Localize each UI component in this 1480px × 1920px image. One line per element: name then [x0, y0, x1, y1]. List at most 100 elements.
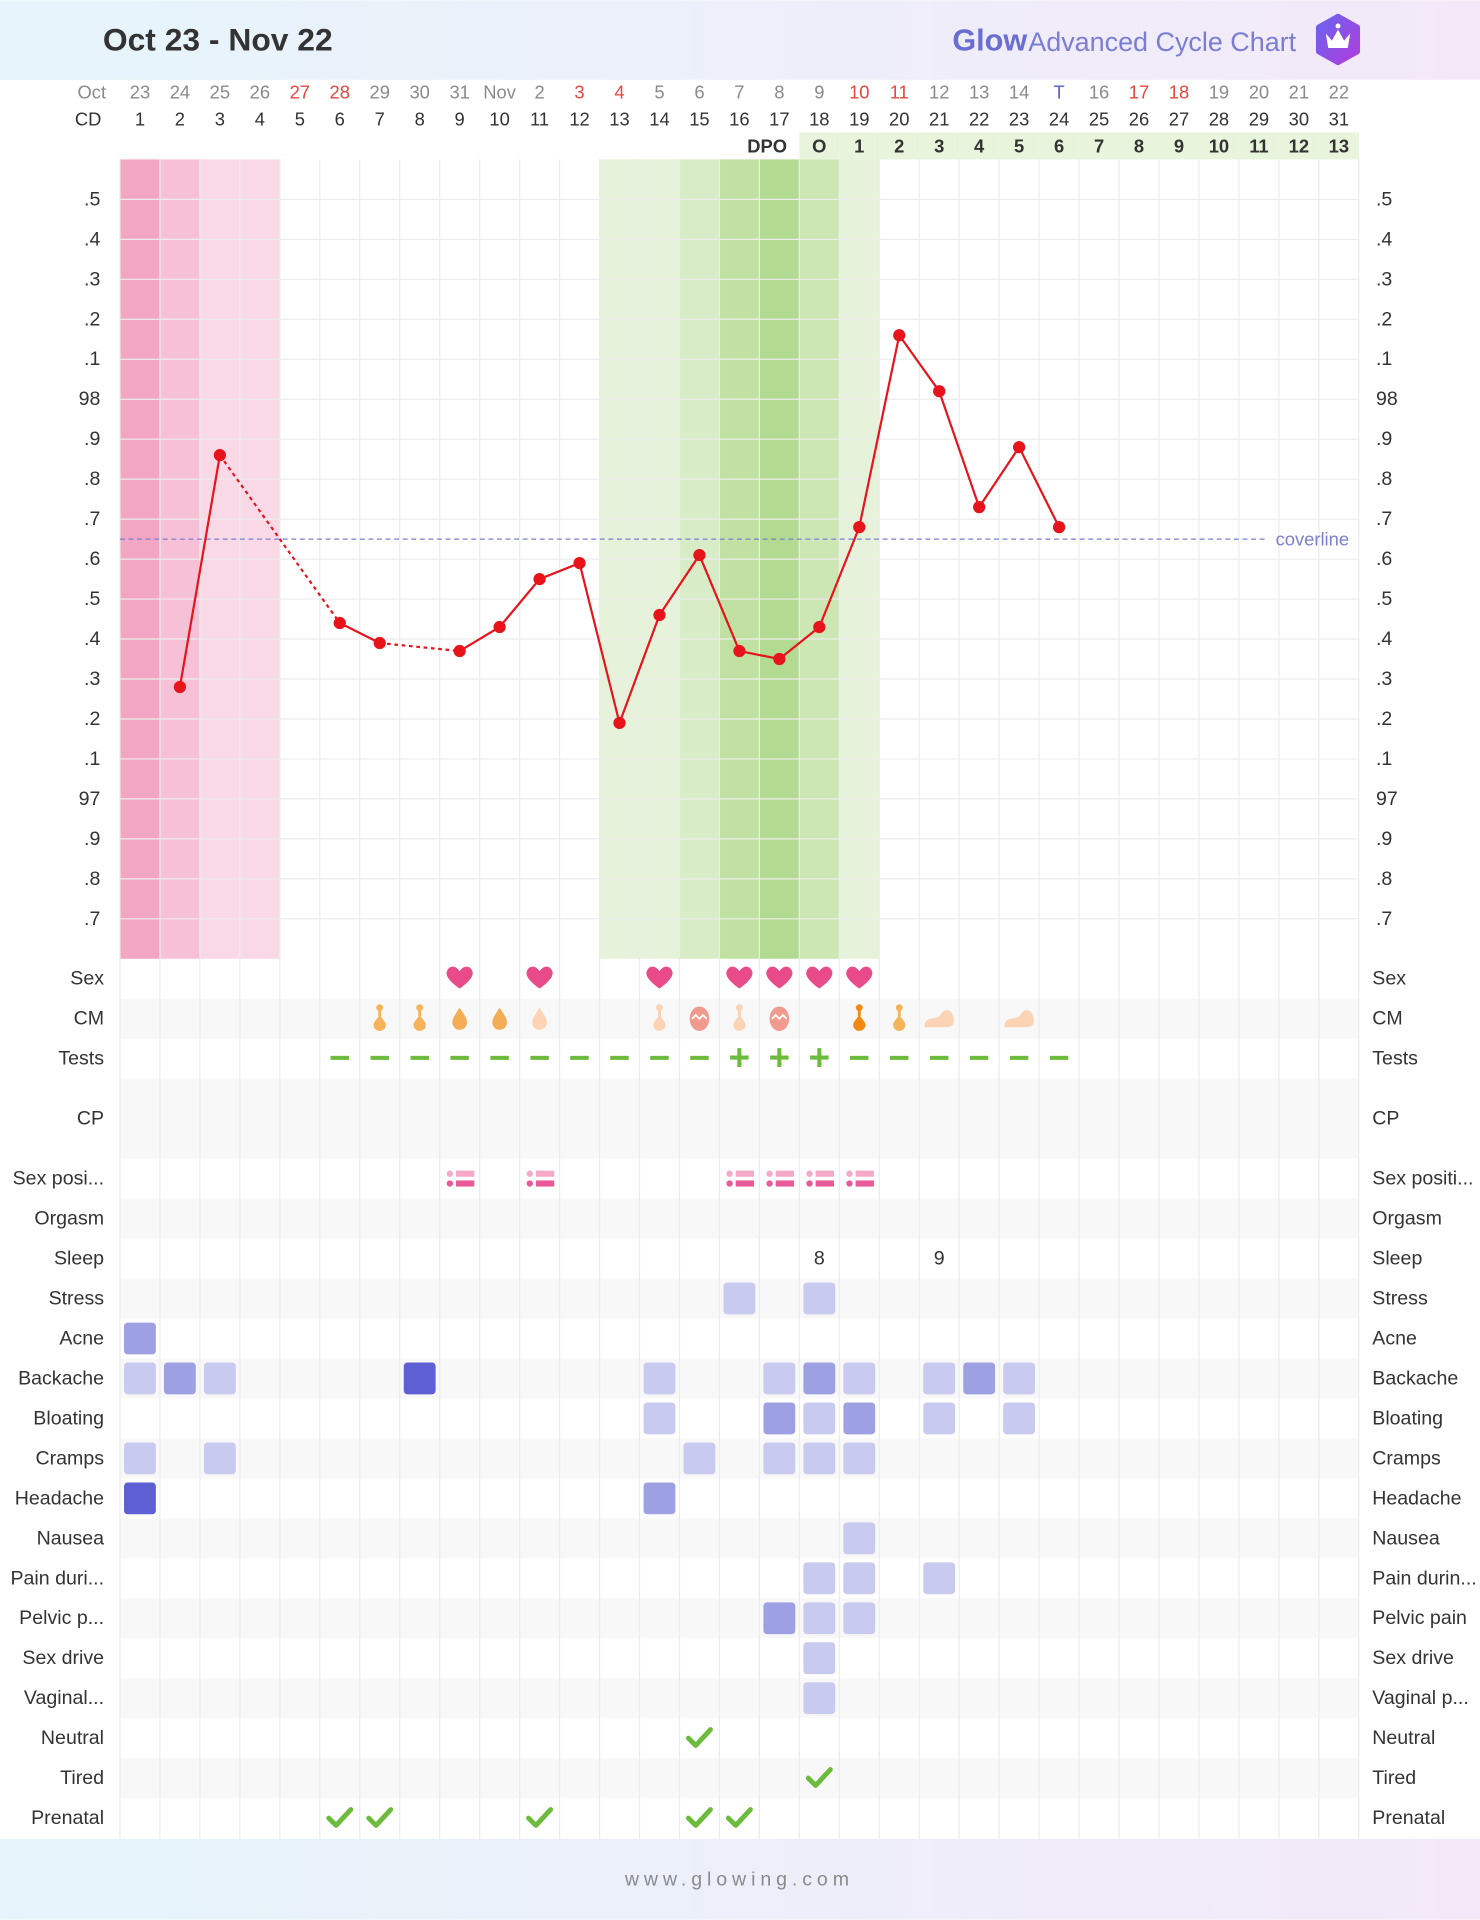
cycle-day: 23 — [1009, 109, 1029, 130]
check-icon — [725, 1807, 753, 1828]
date-label: 22 — [1329, 82, 1349, 103]
cm-drop — [492, 1007, 507, 1030]
dpo-value: 4 — [974, 135, 985, 156]
test-result: − — [1048, 1037, 1069, 1078]
dpo-cell — [1119, 132, 1159, 160]
temperature-point — [733, 644, 746, 658]
row-label: Pelvic p... — [19, 1607, 104, 1629]
dpo-cell — [879, 132, 920, 160]
dpo-cell — [1278, 132, 1319, 160]
row-stripe — [119, 1678, 1359, 1719]
cm-drop — [733, 1015, 746, 1031]
y-tick-label: 97 — [79, 788, 101, 810]
y-tick-label-right: .8 — [1376, 468, 1392, 490]
cm-icon — [413, 1004, 426, 1031]
cycle-day: 27 — [1169, 109, 1189, 130]
date-label: 18 — [1169, 82, 1189, 103]
cycle-day: 17 — [769, 109, 789, 130]
test-result: − — [489, 1037, 510, 1078]
date-label: 7 — [734, 82, 744, 103]
test-result: − — [1008, 1037, 1029, 1078]
test-result: + — [729, 1037, 750, 1078]
cm-stem — [857, 1008, 861, 1017]
temperature-point — [1052, 520, 1066, 534]
check — [366, 1807, 394, 1828]
y-tick-label-right: .6 — [1376, 548, 1392, 570]
row-label: Backache — [18, 1367, 104, 1389]
pos-dot — [806, 1170, 813, 1177]
y-tick-label: .1 — [84, 348, 100, 370]
temperature-point — [213, 449, 226, 462]
pos-dot — [446, 1180, 454, 1187]
dpo-value: 7 — [1094, 135, 1104, 156]
chart-title: Oct 23 - Nov 22 — [103, 21, 333, 57]
pos-dot — [726, 1180, 733, 1187]
cycle-day: 18 — [809, 109, 829, 130]
dpo-cell — [1238, 132, 1279, 160]
symptom-cell — [803, 1562, 836, 1595]
row-label: Sleep — [54, 1248, 104, 1270]
cm-stem — [657, 1008, 661, 1017]
row-label-right: Headache — [1372, 1487, 1461, 1509]
cm-stem — [897, 1008, 901, 1017]
pos-bar — [455, 1170, 475, 1177]
dpo-value: 10 — [1209, 135, 1229, 156]
dpo-label: DPO — [747, 135, 787, 156]
heart-icon — [726, 966, 753, 989]
row-label: CM — [74, 1008, 104, 1030]
check-icon — [805, 1767, 833, 1788]
row-label: Sex drive — [22, 1647, 104, 1669]
dpo-cell — [959, 132, 1000, 160]
test-result: − — [369, 1037, 390, 1078]
y-tick-label: .5 — [84, 588, 100, 610]
test-result: − — [449, 1037, 470, 1078]
date-label: 6 — [694, 82, 704, 103]
date-label: 2 — [534, 82, 544, 103]
cm-icon — [452, 1007, 467, 1030]
y-tick-label-right: .7 — [1376, 508, 1392, 530]
temperature-point — [373, 636, 386, 650]
y-tick-label: .3 — [84, 268, 100, 290]
coverline-label: coverline — [1276, 529, 1349, 550]
cycle-day: 2 — [175, 109, 185, 130]
symptom-cell — [203, 1442, 236, 1475]
test-result: − — [689, 1037, 710, 1078]
date-label: 19 — [1209, 82, 1229, 103]
dpo-cell — [839, 132, 880, 160]
y-tick-label-right: .8 — [1376, 868, 1392, 890]
heart-icon — [646, 966, 673, 989]
cycle-day: 22 — [969, 109, 989, 130]
symptom-cell — [843, 1442, 876, 1475]
y-tick-label: .7 — [84, 908, 100, 930]
cm-drop — [413, 1015, 426, 1031]
temperature-point — [1013, 441, 1026, 454]
cm-drop — [853, 1015, 866, 1031]
date-label: 11 — [890, 82, 909, 103]
y-tick-label: .2 — [84, 308, 100, 330]
symptom-cell — [763, 1442, 796, 1475]
pos-dot — [726, 1170, 733, 1177]
temperature-point — [853, 520, 866, 534]
date-label: 3 — [574, 82, 584, 103]
date-label: 13 — [969, 82, 989, 103]
test-result: − — [529, 1037, 550, 1078]
cycle-day: 24 — [1049, 109, 1069, 130]
cd-label: CD — [75, 109, 102, 130]
pos-bar — [855, 1170, 874, 1177]
row-label-right: Nausea — [1372, 1527, 1440, 1549]
y-tick-label-right: .3 — [1376, 268, 1392, 290]
cycle-day: 9 — [455, 109, 465, 130]
symptom-cell — [803, 1602, 836, 1635]
pos-bar — [735, 1170, 755, 1177]
cm-icon — [689, 1006, 710, 1031]
symptom-cell — [803, 1362, 836, 1395]
row-label: Neutral — [41, 1727, 104, 1749]
y-tick-label: .1 — [84, 748, 100, 770]
y-tick-label: .5 — [84, 188, 100, 210]
temperature-point — [493, 620, 506, 634]
y-tick-label-right: .5 — [1376, 588, 1392, 610]
symptom-cell — [723, 1282, 756, 1315]
cycle-day: 7 — [375, 109, 385, 130]
